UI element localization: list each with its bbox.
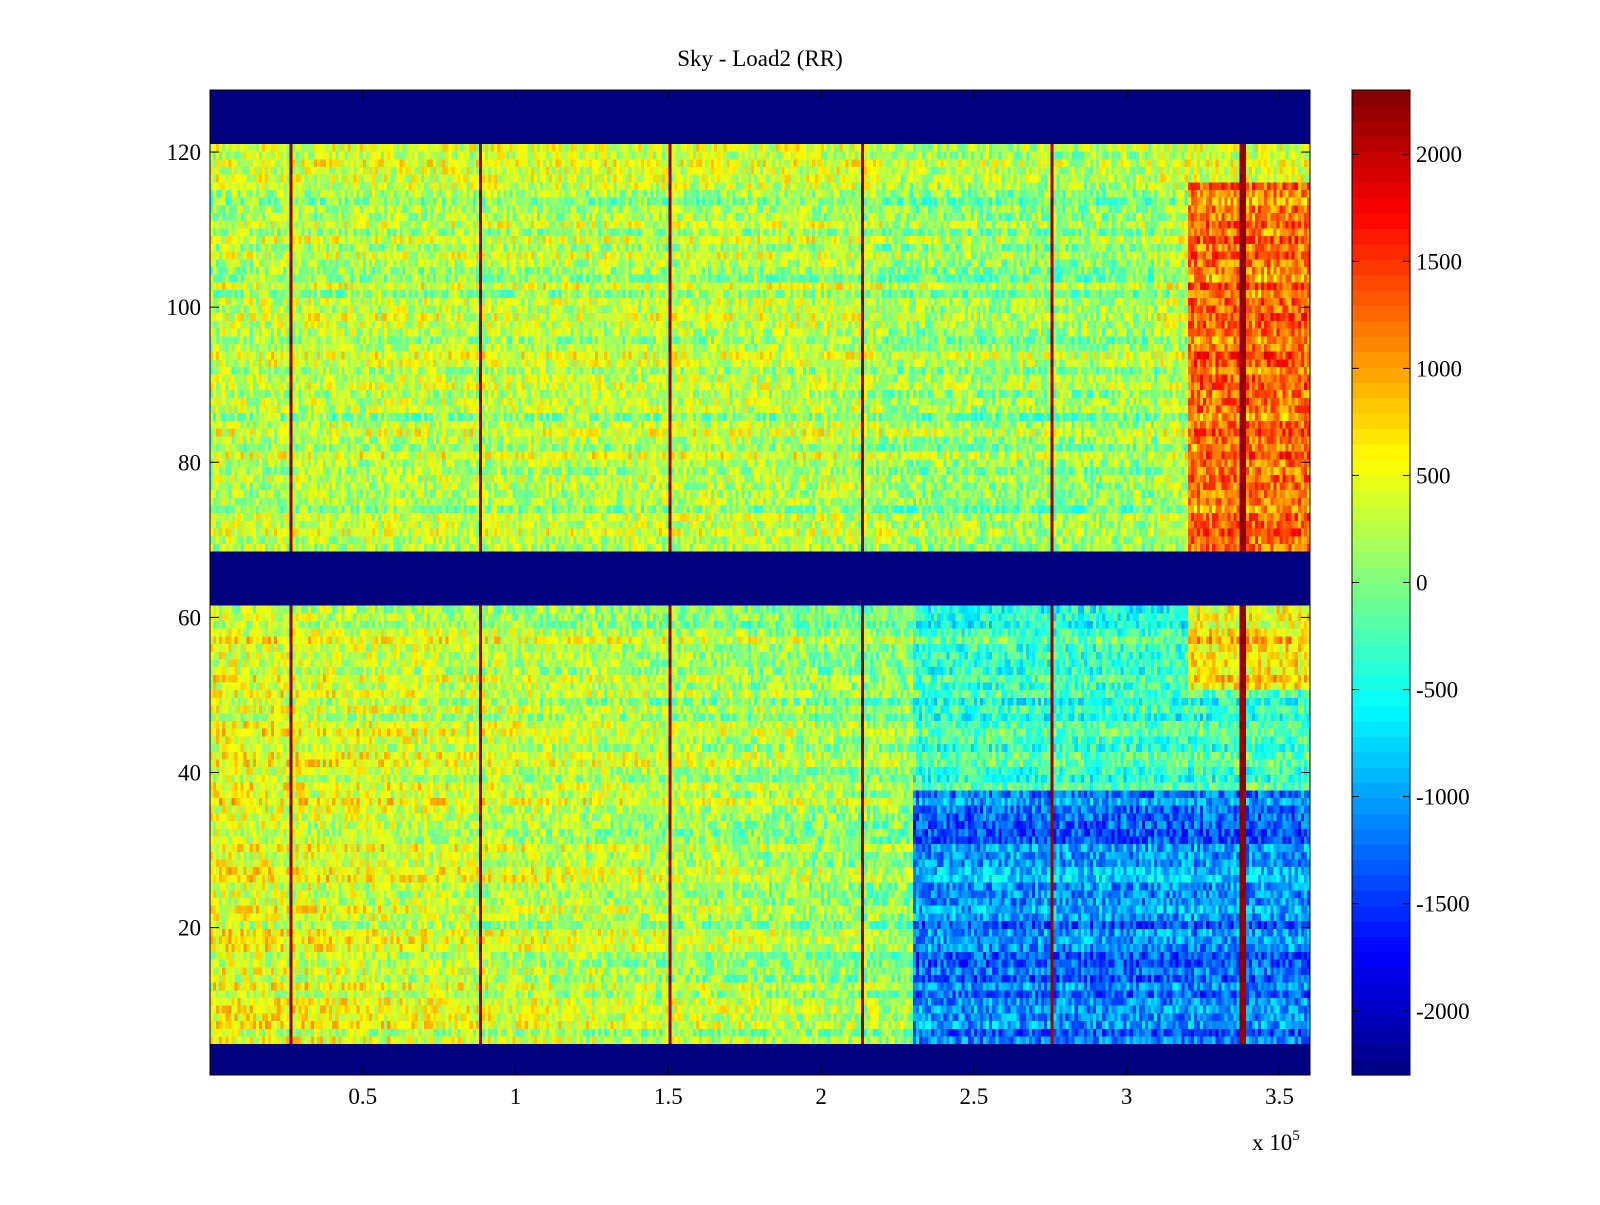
colorbar-segment xyxy=(1352,1044,1410,1061)
colorbar-segment xyxy=(1352,705,1410,722)
colorbar-tick-label: -2000 xyxy=(1416,999,1470,1024)
colorbar-segment xyxy=(1352,905,1410,922)
colorbar-tick-label: 0 xyxy=(1416,571,1428,596)
colorbar-segment xyxy=(1352,166,1410,183)
x-tick-label: 1.5 xyxy=(654,1084,683,1109)
x-tick-label: 2 xyxy=(815,1084,827,1109)
colorbar-tick-label: 1500 xyxy=(1416,249,1462,274)
colorbar-segment xyxy=(1352,120,1410,137)
colorbar-segment xyxy=(1352,982,1410,999)
colorbar-segment xyxy=(1352,721,1410,738)
colorbar-segment xyxy=(1352,336,1410,353)
colorbar-segment xyxy=(1352,90,1410,106)
x-tick-label: 1 xyxy=(510,1084,522,1109)
colorbar-segment xyxy=(1352,151,1410,168)
x-tick-label: 2.5 xyxy=(960,1084,989,1109)
heatmap-image xyxy=(210,90,1310,1075)
x-tick-label: 3 xyxy=(1121,1084,1133,1109)
colorbar-tick-label: 2000 xyxy=(1416,142,1462,167)
colorbar-tick-label: 500 xyxy=(1416,463,1451,488)
y-tick-label: 60 xyxy=(178,605,201,630)
colorbar-segment xyxy=(1352,582,1410,599)
colorbar-segment xyxy=(1352,736,1410,753)
colorbar-segment xyxy=(1352,859,1410,876)
colorbar-segment xyxy=(1352,274,1410,291)
colorbar-segment xyxy=(1352,197,1410,214)
colorbar-tick-label: -1500 xyxy=(1416,892,1470,917)
colorbar-segment xyxy=(1352,490,1410,507)
colorbar-segment xyxy=(1352,136,1410,153)
colorbar-segment xyxy=(1352,536,1410,553)
colorbar-segment xyxy=(1352,259,1410,276)
colorbar-segment xyxy=(1352,320,1410,337)
axes: 0.5 1 1.5 2 2.5 3 3.5 20 40 60 80 100 120 xyxy=(167,89,1311,1109)
x-tick-label: 3.5 xyxy=(1265,1084,1294,1109)
x-tick-label: 0.5 xyxy=(348,1084,377,1109)
colorbar-segment xyxy=(1352,813,1410,830)
y-tick-label: 40 xyxy=(178,761,201,786)
colorbar-segment xyxy=(1352,967,1410,984)
colorbar-segment xyxy=(1352,551,1410,568)
colorbar-segment xyxy=(1352,890,1410,907)
colorbar: 2000 1500 1000 500 0 -500 -1000 -1500 -2000 xyxy=(1351,89,1470,1076)
colorbar-segment xyxy=(1352,782,1410,799)
colorbar-segment xyxy=(1352,674,1410,691)
colorbar-segment xyxy=(1352,443,1410,460)
colorbar-tick-label: -1000 xyxy=(1416,785,1470,810)
colorbar-segment xyxy=(1352,567,1410,584)
colorbar-segment xyxy=(1352,936,1410,953)
colorbar-segment xyxy=(1352,644,1410,661)
colorbar-segment xyxy=(1352,505,1410,522)
colorbar-segment xyxy=(1352,767,1410,784)
y-tick-label: 80 xyxy=(178,450,201,475)
y-tick-label: 100 xyxy=(167,295,202,320)
colorbar-segment xyxy=(1352,105,1410,122)
colorbar-segment xyxy=(1352,613,1410,630)
x-axis-exponent: 5 xyxy=(1292,1128,1300,1144)
colorbar-segment xyxy=(1352,213,1410,230)
colorbar-segment xyxy=(1352,751,1410,768)
y-tick-label: 120 xyxy=(167,140,202,165)
chart-title: Sky - Load2 (RR) xyxy=(677,46,842,71)
colorbar-segment xyxy=(1352,243,1410,260)
colorbar-segment xyxy=(1352,305,1410,322)
colorbar-segment xyxy=(1352,1028,1410,1045)
colorbar-segment xyxy=(1352,290,1410,307)
colorbar-segment xyxy=(1352,998,1410,1015)
colorbar-segment xyxy=(1352,228,1410,245)
colorbar-segment xyxy=(1352,1013,1410,1030)
colorbar-segment xyxy=(1352,921,1410,938)
colorbar-segment xyxy=(1352,628,1410,645)
colorbar-segment xyxy=(1352,874,1410,891)
colorbar-segment xyxy=(1352,844,1410,861)
colorbar-segment xyxy=(1352,459,1410,476)
colorbar-segment xyxy=(1352,797,1410,814)
y-tick-label: 20 xyxy=(178,916,201,941)
plot-frame xyxy=(209,89,1311,1076)
colorbar-segment xyxy=(1352,351,1410,368)
x-axis-multiplier: x 105 xyxy=(1252,1128,1300,1155)
colorbar-segment xyxy=(1352,413,1410,430)
colorbar-tick-label: 1000 xyxy=(1416,356,1462,381)
colorbar-segment xyxy=(1352,659,1410,676)
colorbar-segment xyxy=(1352,367,1410,384)
colorbar-segment xyxy=(1352,597,1410,614)
colorbar-segment xyxy=(1352,690,1410,707)
colorbar-segment xyxy=(1352,951,1410,968)
colorbar-segment xyxy=(1352,474,1410,491)
plot-area xyxy=(210,90,1310,1075)
colorbar-segment xyxy=(1352,1059,1410,1076)
colorbar-segment xyxy=(1352,520,1410,537)
colorbar-segment xyxy=(1352,828,1410,845)
colorbar-tick-label: -500 xyxy=(1416,678,1458,703)
colorbar-segment xyxy=(1352,382,1410,399)
colorbar-segment xyxy=(1352,428,1410,445)
colorbar-segment xyxy=(1352,397,1410,414)
colorbar-segment xyxy=(1352,182,1410,199)
